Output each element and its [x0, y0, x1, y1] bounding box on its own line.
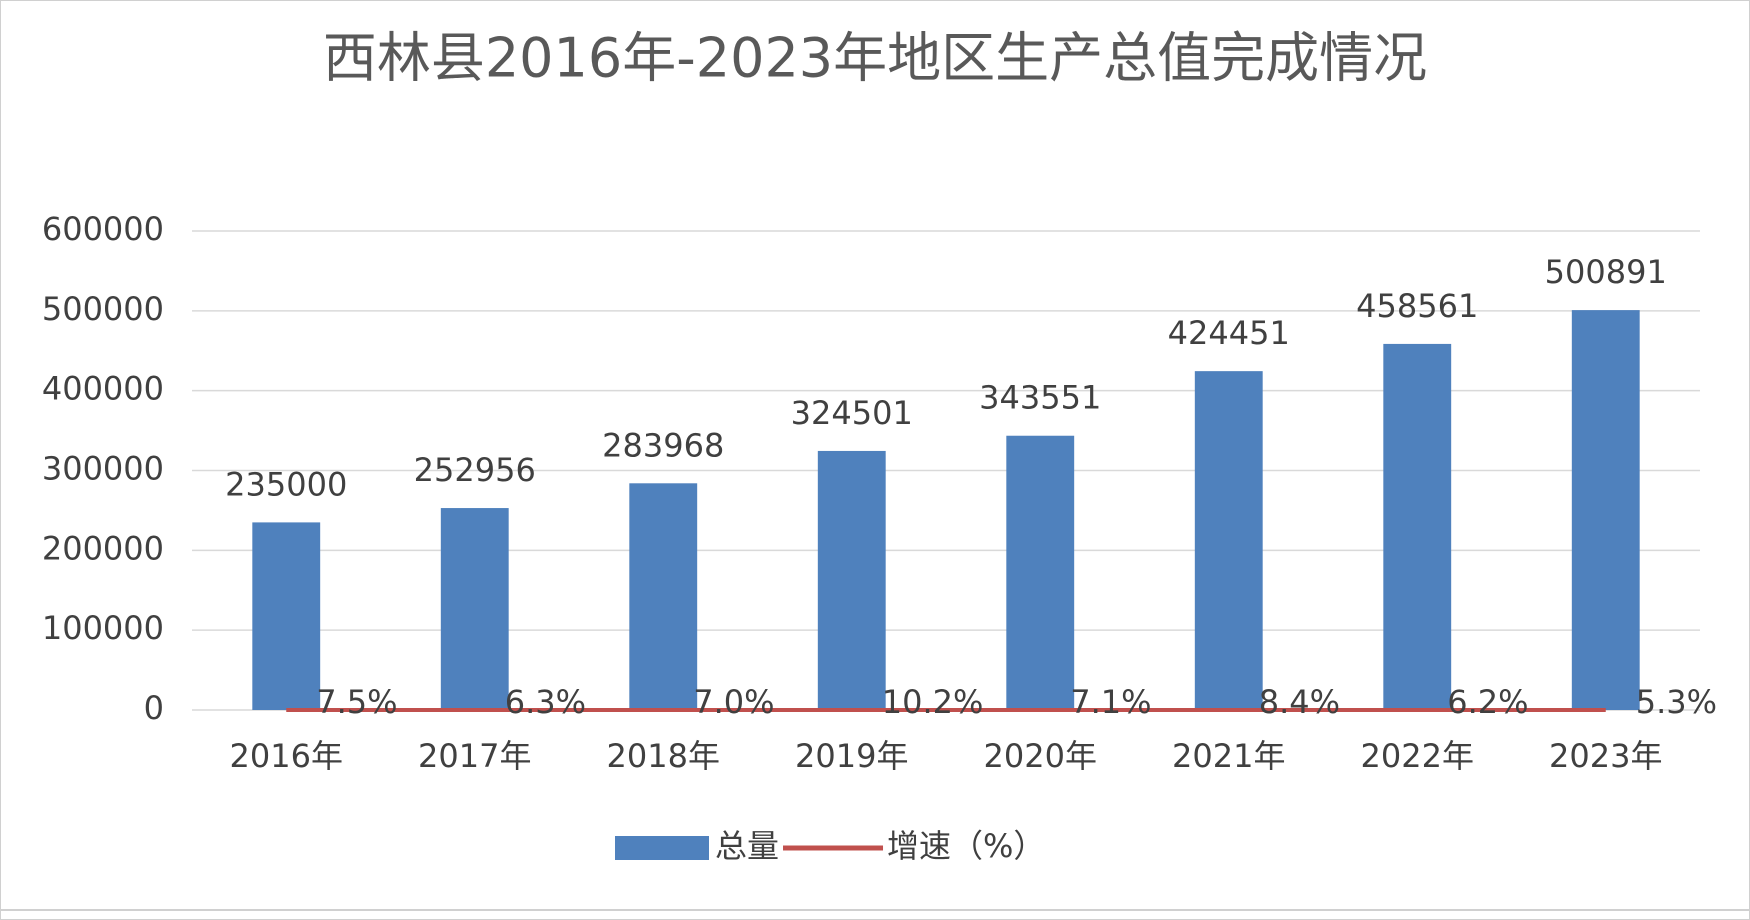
y-tick-label: 100000 [42, 609, 164, 647]
data-label: 343551 [979, 379, 1101, 417]
legend-label: 增速（%） [887, 827, 1045, 865]
bar [1383, 343, 1452, 710]
data-label: 10.2% [882, 683, 984, 721]
x-tick-label: 2017年 [418, 737, 531, 775]
data-label: 235000 [225, 465, 347, 503]
data-label: 6.2% [1447, 683, 1528, 721]
x-tick-label: 2016年 [230, 737, 343, 775]
x-tick-label: 2022年 [1361, 737, 1474, 775]
bar [629, 483, 698, 710]
y-tick-label: 600000 [42, 210, 164, 248]
data-label: 458561 [1356, 287, 1478, 325]
legend-swatch [615, 836, 709, 860]
bar [817, 450, 886, 710]
legend-label: 总量 [715, 827, 779, 865]
data-label: 500891 [1545, 253, 1667, 291]
x-tick-label: 2019年 [795, 737, 908, 775]
data-label: 283968 [602, 426, 724, 464]
data-label: 6.3% [505, 683, 586, 721]
data-label: 5.3% [1636, 683, 1717, 721]
data-label: 324501 [791, 394, 913, 432]
y-tick-label: 500000 [42, 290, 164, 328]
x-tick-label: 2021年 [1172, 737, 1285, 775]
bar [252, 522, 321, 710]
bar [1571, 310, 1640, 710]
data-label: 7.0% [693, 683, 774, 721]
chart-title: 西林县2016年-2023年地区生产总值完成情况 [323, 27, 1427, 90]
x-tick-label: 2018年 [607, 737, 720, 775]
y-tick-label: 400000 [42, 370, 164, 408]
y-tick-label: 200000 [42, 529, 164, 567]
x-tick-label: 2020年 [984, 737, 1097, 775]
bar [1194, 371, 1263, 710]
x-tick-label: 2023年 [1549, 737, 1662, 775]
bar [440, 508, 509, 710]
y-tick-label: 0 [144, 689, 164, 727]
bar [1006, 435, 1075, 710]
data-label: 7.5% [316, 683, 397, 721]
data-label: 8.4% [1259, 683, 1340, 721]
data-label: 7.1% [1070, 683, 1151, 721]
data-label: 424451 [1168, 314, 1290, 352]
data-label: 252956 [414, 451, 536, 489]
y-tick-label: 300000 [42, 450, 164, 488]
